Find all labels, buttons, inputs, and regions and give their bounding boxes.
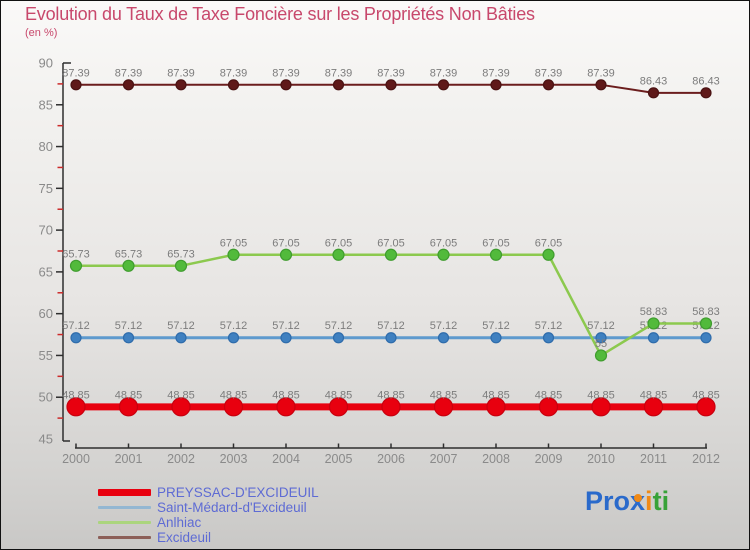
legend-item-label: PREYSSAC-D'EXCIDEUIL [157,485,319,500]
svg-text:67.05: 67.05 [482,237,510,249]
svg-text:87.39: 87.39 [62,67,90,79]
svg-text:87.39: 87.39 [482,67,510,79]
svg-text:48.85: 48.85 [167,389,195,401]
svg-text:65: 65 [39,264,53,279]
svg-text:58.83: 58.83 [692,306,720,318]
svg-text:87.39: 87.39 [587,67,615,79]
svg-text:48.85: 48.85 [62,389,90,401]
svg-text:75: 75 [39,181,53,196]
svg-text:2008: 2008 [482,452,510,466]
svg-text:50: 50 [39,390,53,405]
svg-text:67.05: 67.05 [535,237,563,249]
svg-text:87.39: 87.39 [325,67,353,79]
svg-text:87.39: 87.39 [430,67,458,79]
svg-text:87.39: 87.39 [535,67,563,79]
legend-swatch [98,489,151,496]
logo-text-i2: i [661,486,670,516]
svg-text:65.73: 65.73 [167,248,195,260]
svg-text:2001: 2001 [115,452,143,466]
svg-text:65.73: 65.73 [62,248,90,260]
svg-text:2002: 2002 [167,452,195,466]
svg-text:57.12: 57.12 [587,320,615,332]
svg-text:70: 70 [39,223,53,238]
svg-text:87.39: 87.39 [220,67,248,79]
svg-text:87.39: 87.39 [272,67,300,79]
svg-text:48.85: 48.85 [692,389,720,401]
svg-text:48.85: 48.85 [535,389,563,401]
svg-text:48.85: 48.85 [640,389,668,401]
logo-text-t: t [652,486,662,516]
svg-text:48.85: 48.85 [115,389,143,401]
svg-text:57.12: 57.12 [325,320,353,332]
svg-text:86.43: 86.43 [692,75,720,87]
svg-text:2000: 2000 [62,452,90,466]
logo-x-glyph: x [630,486,646,516]
svg-text:48.85: 48.85 [220,389,248,401]
svg-text:67.05: 67.05 [377,237,405,249]
logo-text-i1: i [645,486,653,516]
chart-title: Evolution du Taux de Taxe Foncière sur l… [25,4,535,24]
legend-swatch [98,536,151,539]
svg-text:57.12: 57.12 [430,320,458,332]
svg-text:45: 45 [39,432,53,447]
legend-item-label: Saint-Médard-d'Excideuil [157,500,307,515]
svg-text:2006: 2006 [377,452,405,466]
proxiti-logo: Proxiti [585,486,669,517]
svg-text:48.85: 48.85 [272,389,300,401]
svg-text:2011: 2011 [640,452,667,466]
svg-text:2003: 2003 [220,452,248,466]
svg-text:85: 85 [39,97,53,112]
svg-text:87.39: 87.39 [167,67,195,79]
svg-text:67.05: 67.05 [272,237,300,249]
legend-swatch [98,521,151,524]
svg-text:48.85: 48.85 [377,389,405,401]
legend-swatch [98,506,151,509]
svg-text:57.12: 57.12 [482,320,510,332]
svg-text:57.12: 57.12 [62,320,90,332]
svg-text:48.85: 48.85 [482,389,510,401]
svg-text:67.05: 67.05 [220,237,248,249]
svg-text:57.12: 57.12 [115,320,143,332]
svg-text:2004: 2004 [272,452,300,466]
svg-text:90: 90 [39,56,53,71]
svg-text:67.05: 67.05 [325,237,353,249]
chart-subtitle: (en %) [25,27,58,39]
svg-text:57.12: 57.12 [220,320,248,332]
legend-item: Excideuil [98,530,319,545]
svg-text:65.73: 65.73 [115,248,143,260]
svg-text:57.12: 57.12 [272,320,300,332]
svg-text:57.12: 57.12 [535,320,563,332]
svg-text:55: 55 [39,348,53,363]
svg-text:2009: 2009 [535,452,563,466]
svg-text:87.39: 87.39 [377,67,405,79]
svg-text:57.12: 57.12 [377,320,405,332]
legend-item: Saint-Médard-d'Excideuil [98,500,319,515]
legend-item-label: Excideuil [157,530,212,545]
svg-text:2010: 2010 [587,452,615,466]
svg-text:67.05: 67.05 [430,237,458,249]
svg-text:80: 80 [39,139,53,154]
legend-item: Anlhiac [98,515,319,530]
svg-text:2005: 2005 [325,452,353,466]
logo-text-pro: Pro [585,486,631,516]
svg-text:57.12: 57.12 [167,320,195,332]
svg-text:48.85: 48.85 [325,389,353,401]
legend-item: PREYSSAC-D'EXCIDEUIL [98,485,319,500]
svg-text:60: 60 [39,306,53,321]
svg-text:87.39: 87.39 [115,67,143,79]
svg-text:48.85: 48.85 [587,389,615,401]
svg-text:55: 55 [595,338,607,350]
svg-text:58.83: 58.83 [640,306,668,318]
svg-text:48.85: 48.85 [430,389,458,401]
legend-item-label: Anlhiac [157,515,202,530]
svg-text:86.43: 86.43 [640,75,668,87]
svg-text:2012: 2012 [692,452,720,466]
chart-legend: PREYSSAC-D'EXCIDEUIL Saint-Médard-d'Exci… [98,485,319,545]
svg-text:2007: 2007 [430,452,458,466]
